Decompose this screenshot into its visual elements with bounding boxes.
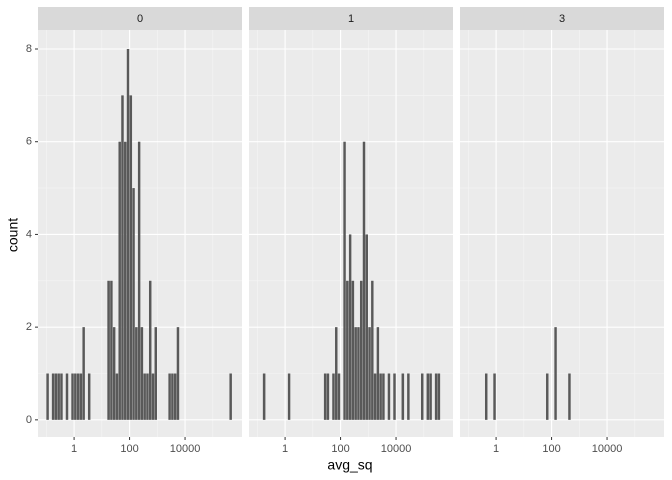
bar: [326, 373, 330, 420]
bar: [335, 327, 338, 420]
bar: [348, 234, 352, 420]
bar: [332, 373, 335, 420]
facet-title: 0: [137, 13, 143, 25]
bar: [129, 95, 133, 420]
y-tick-label: 8: [26, 43, 32, 55]
bar: [57, 373, 60, 420]
y-tick-label: 2: [26, 321, 32, 333]
bar: [373, 373, 377, 420]
bar: [115, 373, 119, 420]
x-tick-label: 10000: [592, 443, 623, 455]
x-tick-label: 1: [282, 443, 288, 455]
bar: [376, 327, 380, 420]
bar: [146, 373, 149, 420]
bar: [429, 373, 432, 420]
x-tick-label: 100: [331, 443, 349, 455]
bar: [51, 373, 55, 420]
bar: [421, 373, 424, 420]
bar: [337, 373, 341, 420]
bar: [368, 327, 371, 420]
strip: [249, 7, 453, 30]
bar: [79, 373, 83, 420]
x-tick-label: 1: [493, 443, 499, 455]
y-tick-label: 6: [26, 136, 32, 148]
bar: [379, 373, 382, 420]
bar: [87, 373, 91, 420]
bar: [359, 280, 363, 420]
bar: [171, 373, 174, 420]
bar: [365, 234, 369, 420]
bar: [76, 373, 80, 420]
bar: [343, 141, 346, 420]
bar: [151, 373, 155, 420]
y-axis-label: count: [5, 218, 21, 252]
bar: [107, 280, 110, 420]
bar: [323, 373, 327, 420]
bar: [173, 373, 177, 420]
bar: [484, 373, 488, 420]
bar: [140, 327, 144, 420]
bar: [387, 373, 391, 420]
bar: [143, 373, 146, 420]
bar: [60, 373, 63, 420]
bar: [118, 141, 121, 420]
x-axis-label: avg_sq: [327, 457, 372, 473]
bar: [54, 373, 58, 420]
bar: [437, 373, 441, 420]
bar: [393, 373, 396, 420]
bar: [126, 49, 130, 420]
bar: [135, 327, 138, 420]
bar: [82, 327, 85, 420]
bar: [354, 327, 357, 420]
bar: [493, 373, 496, 420]
bar: [546, 373, 549, 420]
bar: [124, 141, 127, 420]
bar: [568, 373, 571, 420]
bar: [346, 280, 349, 420]
bar: [65, 373, 69, 420]
x-tick-label: 1: [71, 443, 77, 455]
bar: [110, 280, 113, 420]
strip: [460, 7, 664, 30]
y-tick-label: 4: [26, 228, 32, 240]
panel: [460, 30, 664, 437]
bar: [46, 373, 49, 420]
strip: [38, 7, 242, 30]
bar: [554, 327, 557, 420]
facet-title: 3: [559, 13, 565, 25]
bar: [229, 373, 232, 420]
bar: [148, 280, 152, 420]
bar: [426, 373, 429, 420]
bar: [401, 373, 405, 420]
facet-title: 1: [348, 13, 354, 25]
bar: [351, 280, 355, 420]
x-tick-label: 10000: [381, 443, 412, 455]
y-tick-label: 0: [26, 414, 32, 426]
bar: [434, 373, 438, 420]
x-tick-label: 10000: [170, 443, 201, 455]
bar: [357, 327, 360, 420]
bar: [382, 373, 385, 420]
x-tick-label: 100: [542, 443, 560, 455]
bar: [137, 141, 141, 420]
bar: [176, 327, 180, 420]
bar: [121, 95, 124, 420]
bar: [362, 141, 366, 420]
bar: [154, 327, 158, 420]
bar: [74, 373, 77, 420]
bar: [132, 188, 135, 420]
bar: [71, 373, 74, 420]
bar: [168, 373, 171, 420]
x-tick-label: 100: [120, 443, 138, 455]
bar: [262, 373, 266, 420]
bar: [287, 373, 291, 420]
bar: [112, 327, 116, 420]
bar: [371, 280, 374, 420]
bar: [407, 373, 410, 420]
